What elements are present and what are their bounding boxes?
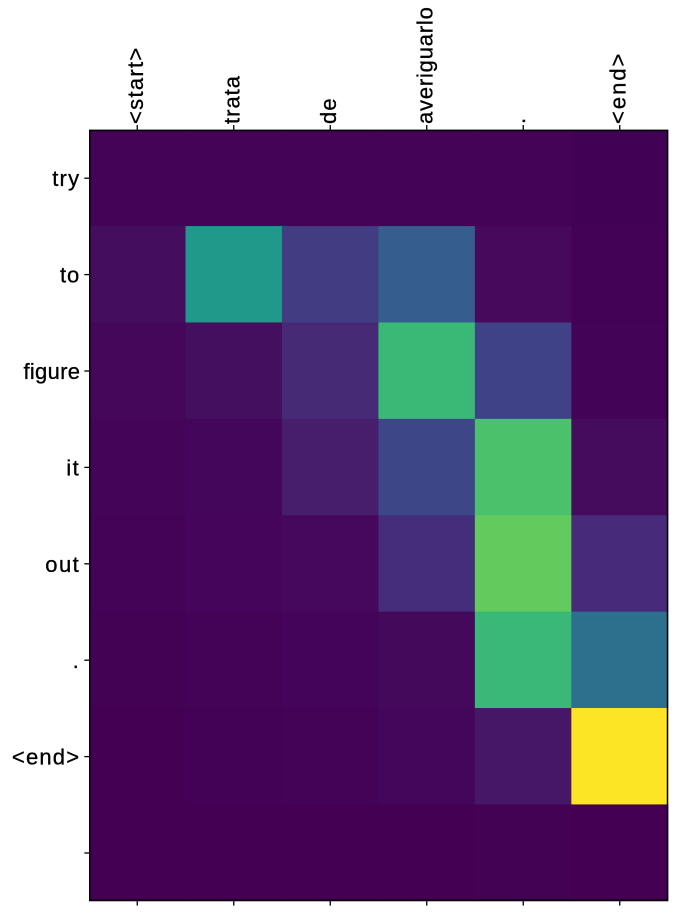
svg-text:try: try bbox=[52, 166, 80, 191]
svg-text:figure: figure bbox=[23, 359, 80, 384]
svg-text:<start>: <start> bbox=[123, 46, 148, 124]
svg-text:trata: trata bbox=[220, 75, 245, 124]
svg-text:de: de bbox=[316, 97, 341, 124]
svg-text:<end>: <end> bbox=[606, 52, 631, 124]
svg-text:<end>: <end> bbox=[12, 745, 80, 770]
svg-text:.: . bbox=[73, 648, 79, 673]
svg-text:out: out bbox=[45, 552, 80, 577]
svg-text:averiguarlo: averiguarlo bbox=[413, 6, 438, 124]
svg-text:.: . bbox=[505, 118, 530, 124]
svg-text:it: it bbox=[66, 455, 80, 480]
svg-text:to: to bbox=[60, 263, 80, 288]
